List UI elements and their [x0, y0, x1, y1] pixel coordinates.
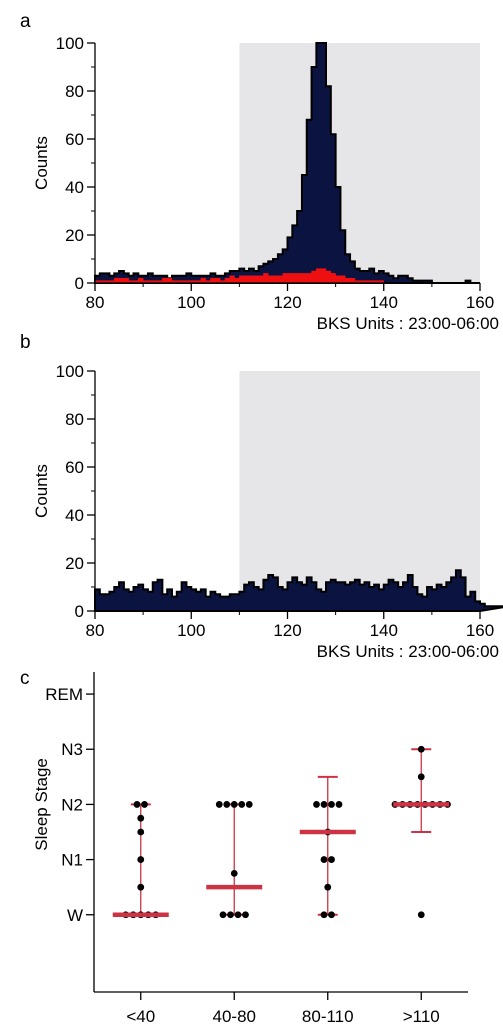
panel-a-letter: a [20, 11, 31, 32]
x-tick-label: 120 [273, 621, 301, 640]
x-tick-label: 80 [86, 621, 105, 640]
x-axis-label: BKS Units : 23:00-06:00 [317, 314, 499, 333]
panel-c-scatter: W N1 N2 N3 REM <40 40-80 80-110 >110 BKS Sleep Sta… [32, 672, 468, 1029]
data-point [335, 801, 343, 808]
y-level-label: REM [45, 685, 83, 704]
y-tick-label: 20 [65, 554, 84, 573]
data-point [328, 911, 335, 919]
category-label: 80-110 [302, 1007, 354, 1026]
data-point [137, 856, 145, 863]
panel-c-letter: c [20, 668, 30, 689]
data-point [320, 856, 328, 863]
y-tick-label: 100 [56, 34, 84, 53]
y-tick-label: 60 [65, 458, 84, 477]
y-tick-label: 40 [65, 178, 84, 197]
data-point [313, 801, 320, 808]
x-tick-label: 100 [177, 621, 205, 640]
data-point [141, 801, 148, 808]
y-axis-label: Sleep Stage [32, 758, 51, 851]
data-point [230, 801, 238, 808]
y-tick-label: 0 [75, 602, 84, 621]
shaded-region [239, 43, 480, 283]
y-tick-label: 80 [65, 82, 84, 101]
x-tick-label: 140 [370, 293, 398, 312]
x-axis-label: BKS Units : 23:00-06:00 [317, 642, 499, 661]
y-level-label: W [67, 906, 83, 925]
data-point [133, 801, 141, 808]
x-axis-label: BKS [264, 1027, 298, 1029]
x-tick-label: 100 [177, 293, 205, 312]
data-point [245, 801, 253, 808]
y-tick-label: 40 [65, 506, 84, 525]
data-point [417, 773, 425, 781]
histogram-series-0 [94, 42, 480, 284]
data-point [215, 801, 223, 808]
y-axis-label: Counts [32, 464, 51, 518]
data-point [417, 745, 425, 753]
y-level-label: N3 [61, 740, 83, 759]
data-point [320, 911, 328, 919]
y-tick-label: 100 [56, 362, 84, 381]
data-point [137, 814, 145, 822]
data-point [320, 801, 328, 808]
data-point [328, 801, 335, 808]
shaded-region [239, 371, 480, 611]
y-level-label: N2 [61, 795, 83, 814]
category-label: >110 [403, 1007, 440, 1026]
data-point [238, 801, 246, 808]
x-tick-label: 160 [466, 621, 494, 640]
y-tick-label: 0 [75, 274, 84, 293]
histogram-series-0 [94, 569, 503, 612]
y-tick-label: 20 [65, 226, 84, 245]
data-point [137, 883, 145, 891]
data-point [234, 911, 242, 919]
data-point [324, 883, 332, 891]
y-level-label: N1 [61, 851, 83, 870]
data-point [230, 869, 238, 877]
panel-b-histogram: 0 20 40 60 80 100 80 100 120 140 160 BKS Units : 23… [32, 362, 503, 661]
y-tick-label: 60 [65, 130, 84, 149]
category-label: <40 [126, 1007, 155, 1026]
data-point [137, 828, 145, 836]
x-tick-label: 160 [466, 293, 494, 312]
data-point [417, 911, 425, 919]
data-point [219, 911, 227, 919]
category-label: 40-80 [213, 1007, 256, 1026]
x-tick-label: 120 [273, 293, 301, 312]
data-point [242, 911, 249, 919]
panel-b-letter: b [20, 332, 31, 353]
x-tick-label: 140 [370, 621, 398, 640]
panel-a-histogram: 0 20 40 60 80 100 80 100 120 140 160 BKS Units : 23… [32, 34, 499, 333]
data-point [223, 801, 231, 808]
x-tick-label: 80 [86, 293, 105, 312]
y-axis-label: Counts [32, 136, 51, 190]
y-tick-label: 80 [65, 410, 84, 429]
data-point [328, 856, 335, 863]
data-point [227, 911, 234, 919]
